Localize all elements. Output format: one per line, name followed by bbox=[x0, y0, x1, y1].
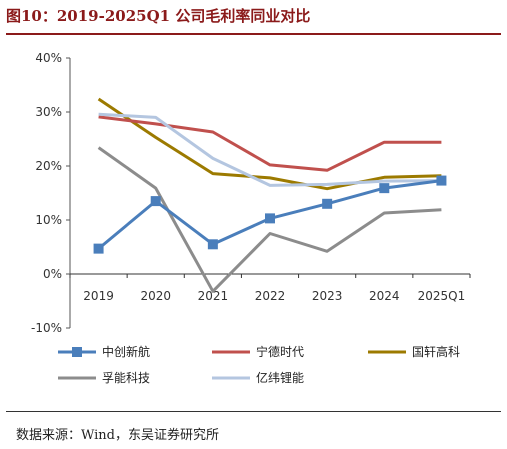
x-tick-label: 2024 bbox=[369, 289, 400, 303]
source-note: 数据来源：Wind，东吴证券研究所 bbox=[16, 428, 219, 443]
x-tick-label: 2021 bbox=[198, 289, 229, 303]
legend-label-5: 亿纬锂能 bbox=[256, 370, 304, 385]
y-tick-label: 0% bbox=[43, 267, 62, 281]
series-line-2 bbox=[98, 115, 442, 172]
x-tick-label: 2025Q1 bbox=[418, 289, 466, 303]
series-point-1 bbox=[436, 175, 447, 186]
legend-label-1: 中创新航 bbox=[102, 344, 150, 359]
x-tick-label: 2020 bbox=[140, 289, 171, 303]
chart-axes: -10% 0% 10% 20% 30% 40% 2019 2020 2021 2022 2023 20… bbox=[31, 51, 471, 335]
line-chart: -10% 0% 10% 20% 30% 40% 2019 2020 2021 2022 2023 20… bbox=[31, 51, 471, 385]
chart-series bbox=[93, 97, 447, 293]
y-tick-label: -10% bbox=[31, 321, 62, 335]
legend-label-2: 宁德时代 bbox=[256, 344, 304, 359]
y-tick-label: 40% bbox=[35, 51, 62, 65]
series-point-1 bbox=[322, 198, 333, 209]
y-tick-label: 30% bbox=[35, 105, 62, 119]
series-point-1 bbox=[150, 196, 161, 207]
legend-label-4: 孚能科技 bbox=[102, 371, 150, 385]
legend-label-3: 国轩高科 bbox=[412, 344, 460, 359]
y-tick-label: 20% bbox=[35, 159, 62, 173]
series-point-1 bbox=[207, 239, 218, 250]
legend-marker-1 bbox=[72, 347, 82, 357]
series-line-5 bbox=[98, 112, 442, 187]
y-tick-label: 10% bbox=[35, 213, 62, 227]
x-tick-label: 2022 bbox=[255, 289, 286, 303]
series-point-1 bbox=[379, 183, 390, 194]
x-tick-label: 2019 bbox=[83, 289, 114, 303]
series-line-3 bbox=[97, 97, 442, 191]
series-line-4 bbox=[97, 146, 442, 293]
source-divider bbox=[6, 411, 501, 412]
figure-title: 图10：2019-2025Q1 公司毛利率同业对比 bbox=[6, 7, 311, 25]
x-tick-label: 2023 bbox=[312, 289, 343, 303]
series-point-1 bbox=[93, 243, 104, 254]
title-divider bbox=[6, 33, 501, 35]
series-point-1 bbox=[265, 213, 275, 224]
